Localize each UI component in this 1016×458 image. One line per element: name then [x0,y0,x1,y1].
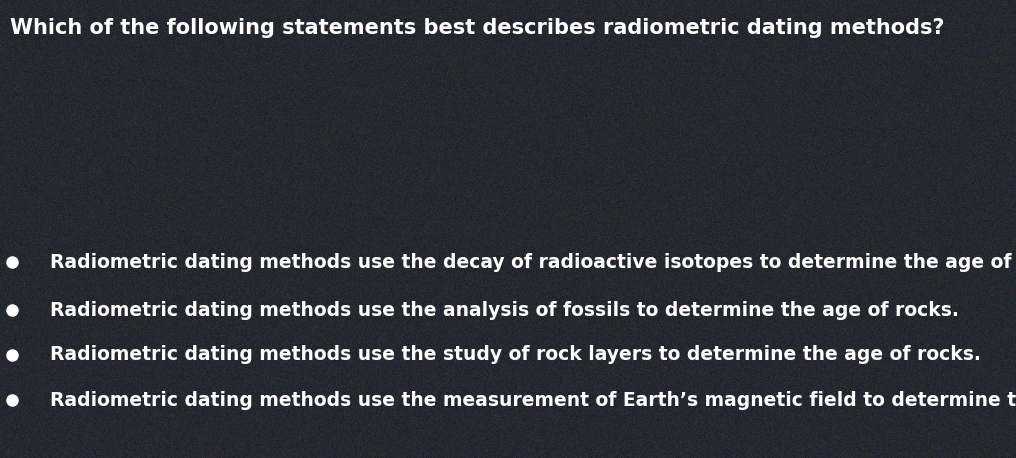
Text: Radiometric dating methods use the measurement of Earth’s magnetic field to dete: Radiometric dating methods use the measu… [50,391,1016,409]
Text: Radiometric dating methods use the decay of radioactive isotopes to determine th: Radiometric dating methods use the decay… [50,252,1016,272]
Text: Radiometric dating methods use the analysis of fossils to determine the age of r: Radiometric dating methods use the analy… [50,300,959,320]
Text: Radiometric dating methods use the study of rock layers to determine the age of : Radiometric dating methods use the study… [50,345,980,365]
Text: Which of the following statements best describes radiometric dating methods?: Which of the following statements best d… [10,18,945,38]
